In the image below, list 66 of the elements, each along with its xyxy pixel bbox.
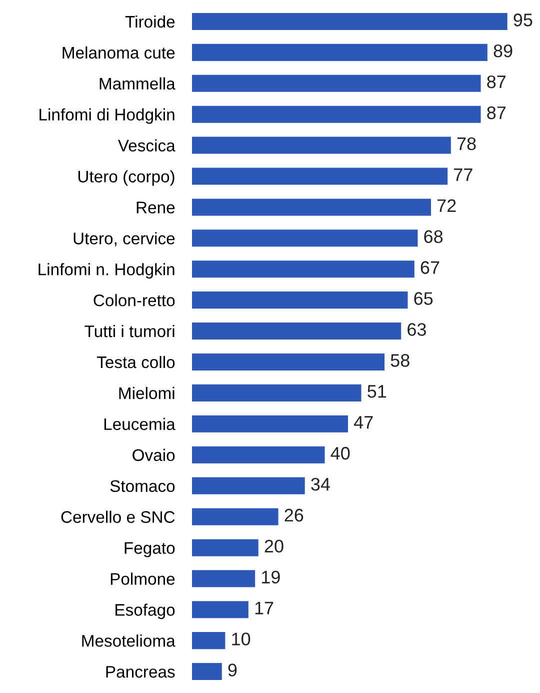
- data-label: 51: [368, 385, 386, 398]
- data-label: 17: [255, 602, 274, 614]
- y-tick-label: Linfomi n. Hodgkin: [38, 263, 174, 279]
- bar: [192, 198, 431, 216]
- y-tick-label: Pancreas: [106, 666, 175, 678]
- y-tick-label: Mielomi: [119, 386, 174, 400]
- y-tick-label: Mesotelioma: [82, 634, 176, 647]
- y-tick-label: Stomaco: [110, 480, 175, 492]
- data-label: 68: [424, 230, 443, 244]
- y-tick-label: Linfomi di Hodgkin: [40, 108, 174, 124]
- y-tick-label: Tiroide: [125, 15, 175, 28]
- bar: [192, 322, 402, 340]
- data-label: 65: [414, 292, 433, 305]
- y-tick-label: Testa collo: [96, 356, 175, 368]
- bar: [192, 260, 414, 278]
- bar: [192, 663, 222, 680]
- data-label: 72: [437, 199, 456, 212]
- data-label: 19: [262, 570, 280, 584]
- data-label: 78: [457, 137, 476, 150]
- bar: [192, 12, 508, 30]
- data-label: 47: [354, 416, 373, 429]
- bar: [192, 601, 248, 618]
- data-label: 20: [264, 540, 284, 553]
- data-label: 10: [232, 632, 250, 646]
- bar: [192, 415, 348, 432]
- bar: [192, 44, 488, 61]
- data-label: 40: [330, 446, 350, 460]
- data-label: 95: [514, 14, 532, 26]
- data-label: 58: [390, 354, 410, 367]
- y-tick-label: Leucemia: [104, 418, 176, 430]
- y-tick-label: Rene: [136, 202, 175, 214]
- bar: [192, 74, 481, 92]
- data-label: 87: [487, 106, 506, 120]
- data-label: 34: [311, 478, 330, 491]
- data-label: 9: [228, 664, 237, 676]
- bar: [192, 632, 226, 650]
- data-label: 63: [408, 323, 426, 336]
- y-tick-label: Ovaio: [132, 448, 175, 462]
- y-tick-label: Melanoma cute: [62, 46, 175, 59]
- bar: [192, 570, 256, 588]
- y-tick-label: Vescica: [118, 139, 176, 152]
- data-label: 87: [487, 75, 506, 88]
- data-label: 26: [284, 508, 304, 522]
- y-tick-label: Colon-retto: [94, 294, 175, 306]
- y-tick-label: Fegato: [124, 542, 175, 558]
- y-tick-label: Cervello e SNC: [61, 510, 175, 523]
- data-label: 77: [454, 168, 472, 181]
- bar: [192, 106, 481, 123]
- bar: [192, 230, 418, 247]
- y-tick-label: Utero, cervice: [74, 232, 175, 246]
- y-tick-label: Utero (corpo): [78, 170, 174, 186]
- bar: [192, 539, 258, 556]
- y-tick-label: Esofago: [116, 604, 175, 620]
- bar: [192, 136, 451, 154]
- bar: [192, 168, 448, 185]
- bar: [192, 446, 325, 464]
- bar: [192, 353, 385, 370]
- y-tick-label: Mammella: [100, 77, 176, 90]
- bar: [192, 477, 305, 494]
- bar: [192, 508, 278, 526]
- data-label: 89: [494, 44, 512, 58]
- bar: [192, 292, 408, 309]
- y-tick-label: Polmone: [110, 572, 175, 585]
- bar: [192, 384, 362, 402]
- y-tick-label: Tutti i tumori: [84, 324, 174, 338]
- data-label: 67: [420, 261, 440, 274]
